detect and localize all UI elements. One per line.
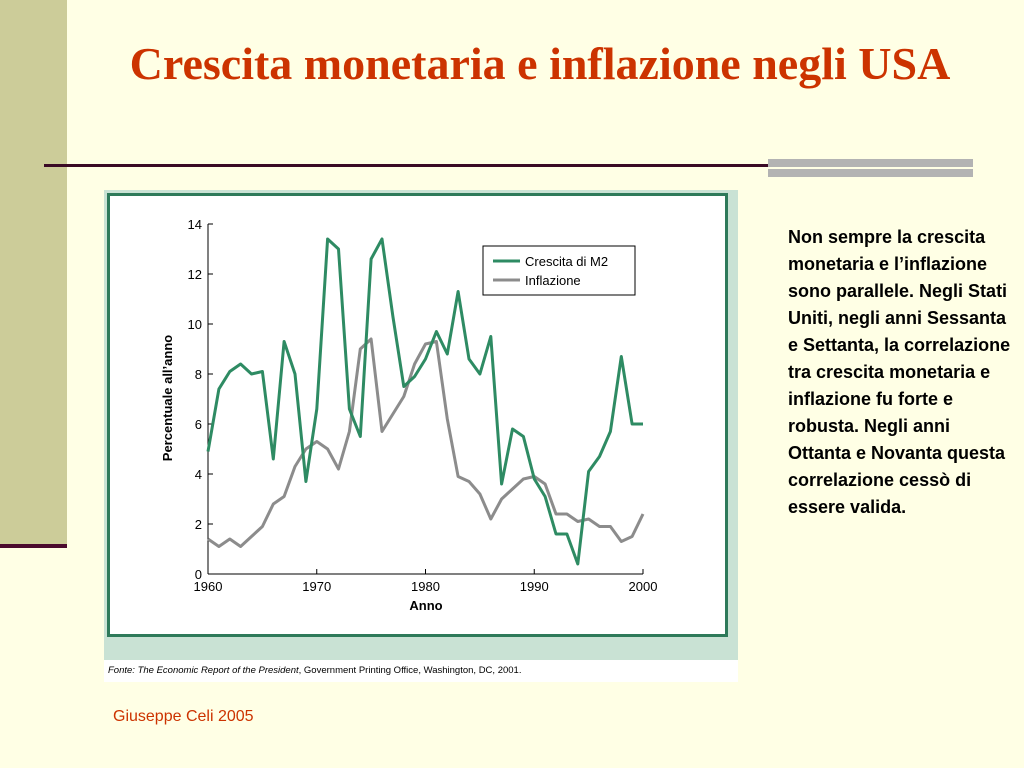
chart-series [206,237,645,566]
chart-legend: Crescita di M2 Inflazione [482,245,636,296]
x-tick-label: 1990 [520,579,549,594]
y-axis-label: Percentuale all’anno [160,335,175,461]
series-line-m2 [206,237,643,566]
y-tick-label: 12 [188,267,202,282]
y-tick-label: 14 [188,217,202,232]
legend-box [482,245,636,296]
slide-title: Crescita monetaria e inflazione negli US… [129,38,951,89]
left-bar-accent-line [0,544,67,548]
source-label: Fonte: [108,665,135,676]
y-tick-label: 6 [195,417,202,432]
legend-m2-label: Crescita di M2 [525,254,608,269]
y-tick-label: 0 [195,567,202,582]
series-line-inflation [207,337,645,548]
chart-axes: 0 2 4 6 8 10 12 14 1960 1970 1980 1990 2000 [188,217,658,594]
y-tick-label: 2 [195,517,202,532]
x-tick-label: 1960 [194,579,223,594]
figure-source: Fonte: The Economic Report of the Presid… [104,660,738,682]
explanatory-text: Non sempre la crescita monetaria e l’inf… [788,227,1011,517]
source-title: The Economic Report of the President [137,665,299,676]
title-divider [44,164,774,167]
x-tick-label: 1970 [302,579,331,594]
x-axis-label: Anno [409,598,442,613]
x-tick-label: 2000 [629,579,658,594]
legend-inflation-label: Inflazione [525,273,581,288]
line-chart: 0 2 4 6 8 10 12 14 1960 1970 1980 1990 2000 Crescita… [160,217,658,613]
y-tick-label: 10 [188,317,202,332]
title-divider-block [768,159,973,177]
source-details: , Government Printing Office, Washington… [298,665,522,676]
author-footer: Giuseppe Celi 2005 [113,708,254,725]
left-decorative-bar [0,0,67,547]
x-tick-label: 1980 [411,579,440,594]
y-tick-label: 4 [195,467,202,482]
y-tick-label: 8 [195,367,202,382]
